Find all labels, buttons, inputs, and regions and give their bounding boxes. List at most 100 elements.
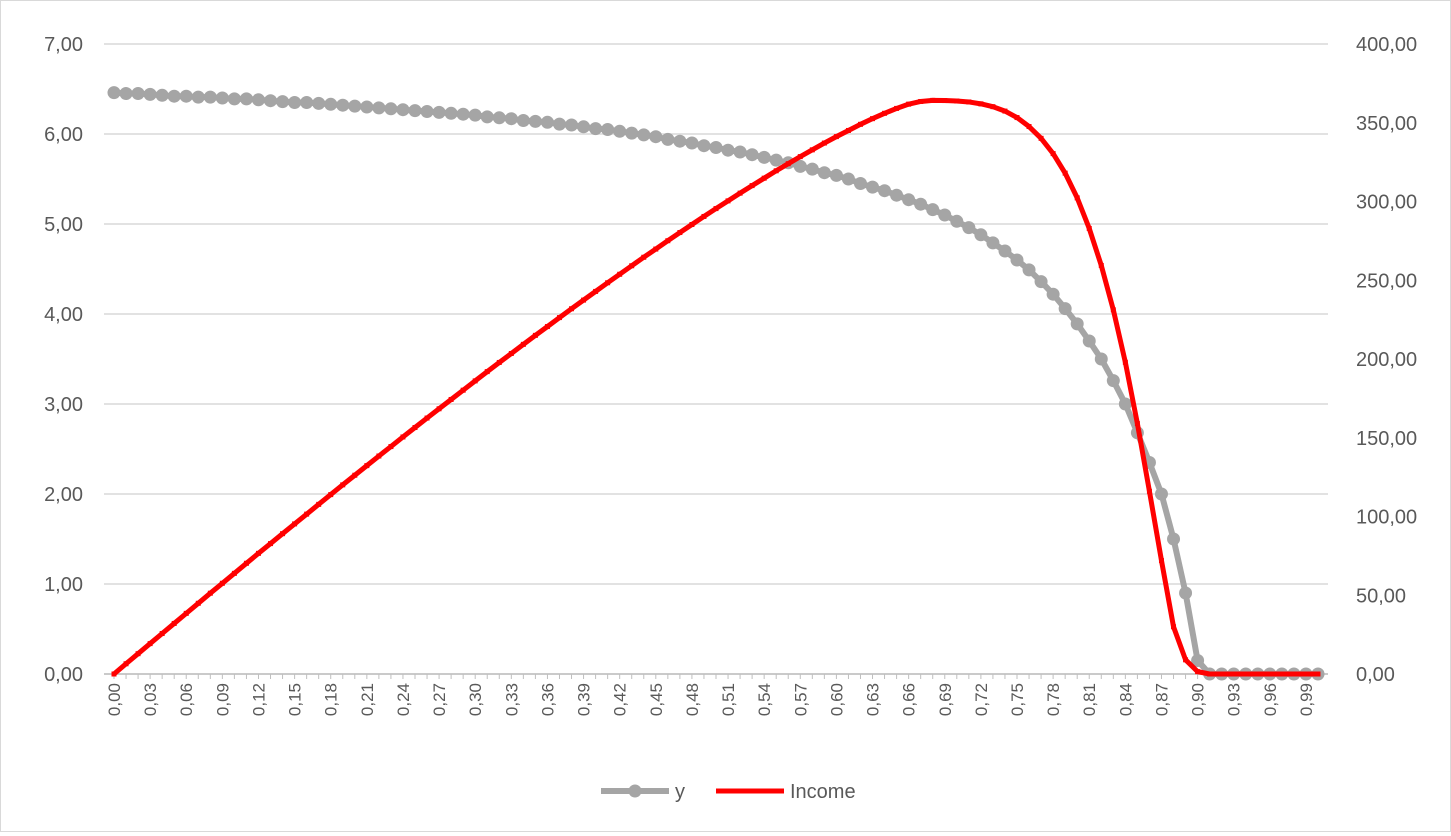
data-point [1002,108,1008,114]
data-point [942,98,948,104]
data-point [231,570,237,576]
x-tick-label: 0,96 [1261,683,1280,716]
data-point [653,246,659,252]
x-tick-label: 0,24 [394,683,413,716]
data-point [1094,352,1108,366]
data-point [589,122,603,136]
data-point [328,492,334,498]
data-point [1191,654,1205,667]
data-point [793,159,807,173]
legend-label: y [675,781,685,803]
x-axis: 0,00 0,03 0,06 0,09 0,12 0,15 0,18 0,21 0,24 0,27… [104,673,1328,716]
data-point [745,148,759,162]
data-point [986,236,1000,250]
data-point [733,145,747,159]
x-tick-label: 0,99 [1297,683,1316,716]
right-y-tick-label: 250,00 [1356,270,1417,292]
data-point [255,550,261,556]
data-point [625,126,639,140]
data-point [833,134,839,140]
data-point [641,254,647,260]
data-point [882,110,888,116]
data-point [171,620,177,626]
x-tick-label: 0,84 [1116,683,1135,716]
left-y-tick-label: 1,00 [44,574,83,596]
data-point [243,560,249,566]
data-point [183,610,189,616]
x-tick-label: 0,69 [936,683,955,716]
data-point [251,93,265,107]
x-tick-label: 0,48 [683,683,702,716]
x-tick-label: 0,87 [1152,683,1171,716]
x-tick-label: 0,15 [286,683,305,716]
data-point [773,168,779,174]
data-point [300,96,314,109]
data-point [938,208,952,222]
data-point [926,203,940,217]
data-point [1086,225,1092,231]
data-point [516,114,530,127]
data-point [978,101,984,107]
data-point [1070,317,1084,331]
x-tick-label: 0,39 [575,683,594,716]
data-point [276,95,290,109]
data-point [1207,671,1213,677]
x-tick-label: 0,33 [502,683,521,716]
data-point [448,396,454,402]
data-point [552,117,566,131]
data-point [918,98,924,104]
data-point [1315,671,1321,677]
x-tick-label: 0,54 [755,683,774,716]
data-point [292,521,298,527]
data-point [1179,586,1193,600]
data-point [990,104,996,110]
x-tick-label: 0,00 [105,683,124,716]
data-point [268,541,274,547]
data-point [1167,532,1181,546]
data-point [215,91,229,105]
data-point [998,244,1012,258]
data-point [444,106,458,120]
data-point [492,111,506,125]
x-tick-label: 0,51 [719,683,738,716]
data-point [1110,307,1116,313]
data-point [1034,275,1048,289]
data-point [665,238,671,244]
x-tick-label: 0,72 [972,683,991,716]
data-point [673,134,687,148]
data-point [147,641,153,647]
series-y [107,86,1325,681]
data-point [280,531,286,537]
data-point [264,94,278,108]
data-point [894,105,900,111]
data-point [725,198,731,204]
data-point [906,101,912,107]
data-point [556,315,562,321]
data-point [1171,624,1177,630]
data-point [581,297,587,303]
data-point [565,118,579,132]
x-tick-label: 0,93 [1225,683,1244,716]
data-point [866,180,880,194]
data-point [677,230,683,236]
data-point [544,324,550,330]
data-point [1154,487,1168,501]
data-point [508,350,514,356]
x-tick-label: 0,60 [827,683,846,716]
data-point [805,162,819,176]
data-point [878,184,892,198]
data-point [1255,671,1261,677]
data-point [661,132,675,146]
x-tick-label: 0,81 [1080,683,1099,716]
data-point [312,96,326,110]
x-tick-label: 0,06 [177,683,196,716]
data-point [528,114,542,128]
data-point [593,288,599,294]
series-income [111,97,1321,677]
data-point [737,190,743,196]
data-point [1046,287,1060,301]
legend-label: Income [790,781,856,803]
data-point [577,120,591,134]
x-tick-label: 0,12 [249,683,268,716]
